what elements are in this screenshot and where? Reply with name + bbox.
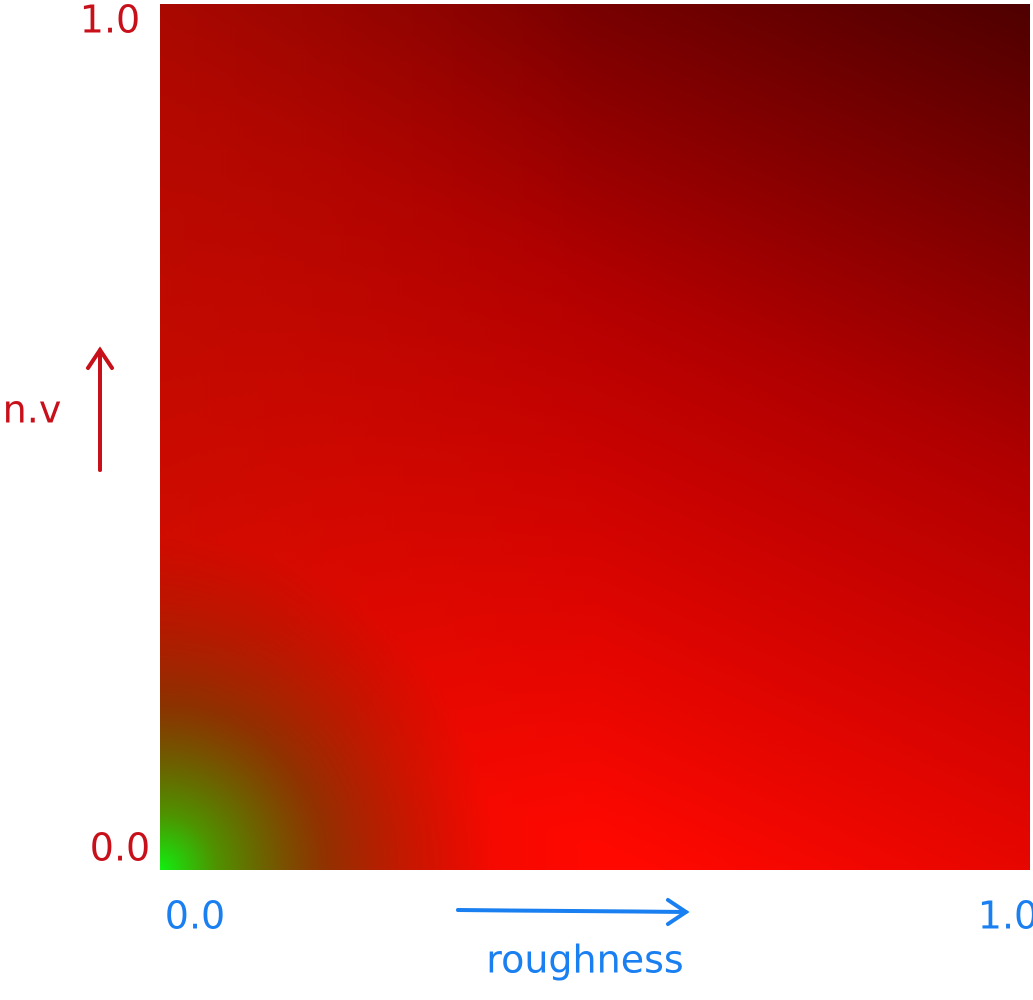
y-max-label: 1.0: [80, 0, 140, 42]
lut-green: [160, 4, 1030, 870]
x-axis-title: roughness: [486, 938, 683, 982]
lut-image: [160, 4, 1030, 870]
y-axis-title: n.v: [3, 388, 62, 432]
x-arrow: [456, 898, 690, 926]
x-max-label: 1.0: [978, 894, 1033, 938]
x-min-label: 0.0: [165, 894, 225, 938]
y-arrow: [86, 346, 114, 472]
y-min-label: 0.0: [90, 826, 150, 870]
